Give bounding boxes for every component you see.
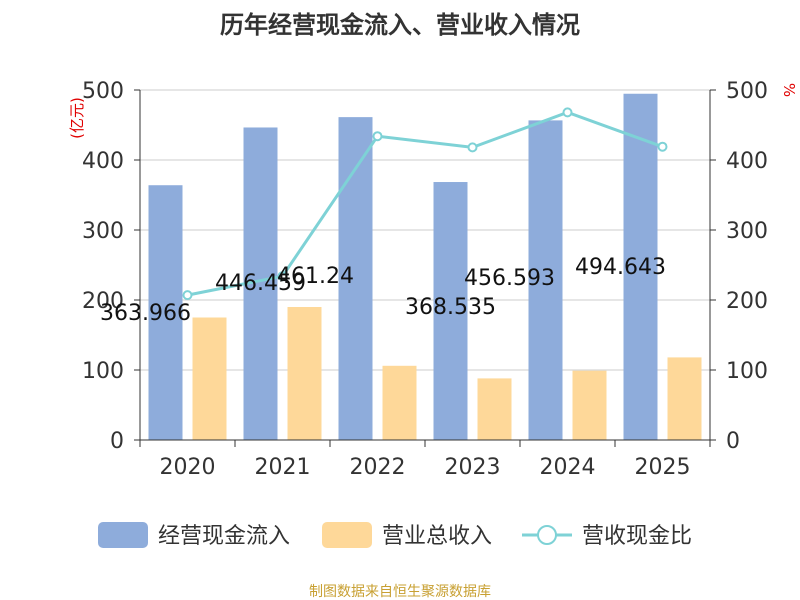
bar-cash-inflow xyxy=(623,93,658,440)
y-right-tick-label: 400 xyxy=(726,149,768,174)
legend-marker xyxy=(537,525,557,545)
x-tick-label: 2022 xyxy=(350,455,406,480)
x-tick-label: 2024 xyxy=(540,455,596,480)
y-left-tick-label: 300 xyxy=(82,219,124,244)
y-right-tick-label: 200 xyxy=(726,289,768,314)
ratio-point xyxy=(372,131,383,142)
ratio-point xyxy=(467,142,478,153)
bar-cash-inflow xyxy=(433,182,468,440)
y-right-tick-label: 0 xyxy=(726,429,740,454)
legend-swatch xyxy=(98,522,148,548)
y-right-unit-label: % xyxy=(780,83,798,97)
x-tick-label: 2023 xyxy=(445,455,501,480)
ratio-point xyxy=(562,107,573,118)
bar-cash-inflow xyxy=(528,120,563,441)
bar-cash-inflow xyxy=(148,185,183,440)
bars xyxy=(148,93,702,441)
bar-value-label: 456.593 xyxy=(464,266,555,291)
y-left-tick-label: 500 xyxy=(82,79,124,104)
bar-revenue xyxy=(572,370,607,440)
chart-title: 历年经营现金流入、营业收入情况 xyxy=(220,11,580,39)
ratio-line-path xyxy=(187,110,664,297)
bar-value-label: 461.24 xyxy=(277,264,354,289)
bar-revenue xyxy=(192,317,227,440)
y-left-tick-label: 100 xyxy=(82,359,124,384)
legend-label: 经营现金流入 xyxy=(158,524,290,549)
ratio-point xyxy=(657,141,668,152)
bar-value-label: 494.643 xyxy=(575,255,666,280)
ratio-point xyxy=(277,271,288,282)
x-tick-label: 2025 xyxy=(635,455,691,480)
grid-lines xyxy=(140,89,710,371)
bar-revenue xyxy=(287,307,322,440)
x-tick-label: 2021 xyxy=(255,455,311,480)
y-left-tick-label: 200 xyxy=(82,289,124,314)
ratio-point xyxy=(182,290,193,301)
bar-value-label: 363.966 xyxy=(100,301,191,326)
legend-label: 营业总收入 xyxy=(382,524,492,549)
legend-swatch xyxy=(322,522,372,548)
axes: 0 100 200 300 400 500 0 100 200 300 400 500 2020 2021… xyxy=(82,79,768,480)
bar-revenue xyxy=(667,357,702,440)
legend-label: 营收现金比 xyxy=(582,524,692,549)
legend: 经营现金流入 营业总收入 营收现金比 xyxy=(98,522,692,549)
y-right-tick-label: 100 xyxy=(726,359,768,384)
bar-revenue xyxy=(477,378,512,440)
y-right-tick-label: 500 xyxy=(726,79,768,104)
x-tick-label: 2020 xyxy=(160,455,216,480)
bar-value-label: 368.535 xyxy=(405,295,496,320)
ratio-line xyxy=(182,107,668,301)
y-left-tick-label: 400 xyxy=(82,149,124,174)
y-right-tick-label: 300 xyxy=(726,219,768,244)
bar-value-label: 446.459 xyxy=(215,271,306,296)
y-left-tick-label: 0 xyxy=(110,429,124,454)
source-note: 制图数据来自恒生聚源数据库 xyxy=(309,584,491,600)
y-left-unit-label: (亿元) xyxy=(68,97,86,139)
bar-revenue xyxy=(382,365,417,440)
